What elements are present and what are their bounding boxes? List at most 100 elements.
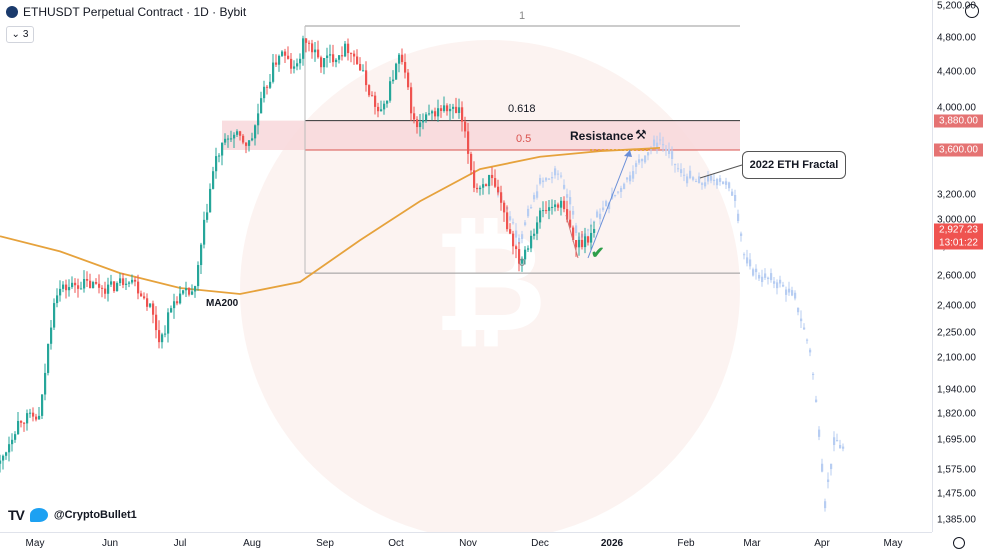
price-candle-up: [83, 279, 86, 289]
time-axis[interactable]: May Jun Jul Aug Sep Oct Nov Dec 2026 Feb Mar Apr May: [0, 532, 932, 555]
price-candle-down: [239, 131, 242, 136]
price-candle-up: [530, 235, 533, 249]
fractal-candle: [800, 318, 803, 322]
price-candle-up: [0, 460, 2, 464]
price-candle-down: [404, 62, 407, 73]
fractal-candle: [587, 229, 590, 231]
fractal-candle: [554, 168, 557, 176]
price-candle-down: [320, 57, 323, 68]
price-tick-label: 1,575.00: [937, 464, 976, 476]
price-candle-down: [401, 54, 404, 63]
fractal-candle: [623, 183, 626, 190]
price-tick-label: 1,940.00: [937, 384, 976, 396]
fractal-candle: [524, 222, 527, 226]
price-candle-down: [356, 56, 359, 65]
arrow-head-icon: [624, 150, 632, 157]
fractal-candle: [695, 181, 698, 183]
fractal-candle: [536, 191, 539, 198]
price-candle-up: [326, 55, 329, 59]
price-candle-up: [323, 58, 326, 68]
price-tick-label: 3,000.00: [937, 214, 976, 226]
fractal-label: 2022 ETH Fractal: [749, 159, 839, 171]
price-candle-down: [464, 121, 467, 132]
price-candle-down: [146, 298, 149, 307]
chart-canvas[interactable]: ₿ ETHUSDT Perpetual Contract · 1D · Bybi…: [0, 0, 932, 540]
fractal-candle: [656, 142, 659, 149]
price-candle-up: [194, 286, 197, 292]
price-candle-up: [590, 232, 593, 243]
fractal-candle: [560, 175, 563, 177]
fractal-candle: [833, 437, 836, 445]
indicator-toggle-button[interactable]: ⌄ 3: [6, 26, 34, 43]
time-tick-label: Dec: [531, 538, 549, 549]
price-candle-down: [65, 284, 68, 291]
fractal-candle: [758, 275, 761, 279]
fractal-candle: [644, 155, 647, 163]
fractal-candle: [839, 445, 842, 449]
fractal-candle: [806, 339, 809, 341]
price-tick-label: 4,800.00: [937, 32, 976, 44]
price-candle-down: [467, 131, 470, 154]
price-candle-down: [515, 246, 518, 250]
price-badge: 2,927.23: [934, 223, 983, 237]
fractal-candle: [557, 173, 560, 175]
price-candle-up: [149, 303, 152, 307]
symbol-logo-icon: [6, 6, 18, 18]
price-candle-down: [158, 330, 161, 343]
time-tick-label: 2026: [600, 538, 624, 549]
resistance-label: Resistance: [570, 129, 634, 143]
price-candle-down: [446, 105, 449, 112]
price-candle-up: [44, 372, 47, 395]
price-candle-down: [581, 239, 584, 248]
fractal-candle: [785, 289, 788, 295]
price-tick-label: 1,695.00: [937, 434, 976, 446]
fractal-candle: [551, 177, 554, 179]
fractal-candle: [638, 159, 641, 163]
price-candle-up: [224, 138, 227, 143]
price-candle-up: [395, 63, 398, 80]
fractal-candle: [815, 399, 818, 402]
price-candle-up: [299, 58, 302, 64]
fractal-candle: [620, 187, 623, 192]
price-candle-up: [578, 239, 581, 248]
price-candle-down: [341, 55, 344, 57]
time-tick-label: May: [883, 538, 903, 549]
price-candle-up: [167, 312, 170, 334]
zoom-icon[interactable]: [965, 4, 979, 18]
price-candle-down: [569, 219, 572, 228]
price-candle-down: [113, 281, 116, 292]
price-axis[interactable]: 5,200.00 4,800.00 4,400.00 4,000.00 3,600.00…: [932, 0, 984, 532]
fractal-candle: [797, 307, 800, 313]
price-chart[interactable]: ₿: [0, 0, 932, 540]
time-tick-label: Apr: [814, 538, 830, 549]
drop-arrow: [565, 214, 579, 259]
price-tick-label: 3,200.00: [937, 189, 976, 201]
price-candle-up: [41, 394, 44, 416]
price-candle-up: [428, 113, 431, 115]
bitcoin-symbol-icon: ₿: [433, 203, 547, 360]
fractal-candle: [575, 225, 578, 234]
fractal-candle: [563, 184, 566, 189]
fractal-candle: [842, 446, 845, 449]
fractal-candle: [512, 222, 515, 224]
fractal-candle: [755, 268, 758, 273]
price-candle-down: [557, 204, 560, 208]
price-candle-down: [491, 174, 494, 179]
fractal-candle: [572, 210, 575, 215]
settings-icon[interactable]: [953, 537, 965, 549]
price-candle-up: [548, 207, 551, 211]
price-candle-down: [374, 95, 377, 107]
price-candle-down: [368, 85, 371, 96]
fractal-candle: [509, 216, 512, 221]
price-candle-up: [128, 282, 131, 284]
fractal-candle: [569, 197, 572, 205]
fractal-candle: [668, 149, 671, 154]
price-candle-up: [419, 122, 422, 128]
price-candle-down: [20, 420, 23, 423]
price-candle-up: [398, 54, 401, 64]
price-candle-down: [545, 210, 548, 212]
price-candle-up: [59, 288, 62, 296]
time-tick-label: Oct: [388, 538, 404, 549]
time-tick-label: Mar: [743, 538, 761, 549]
price-candle-up: [221, 142, 224, 156]
